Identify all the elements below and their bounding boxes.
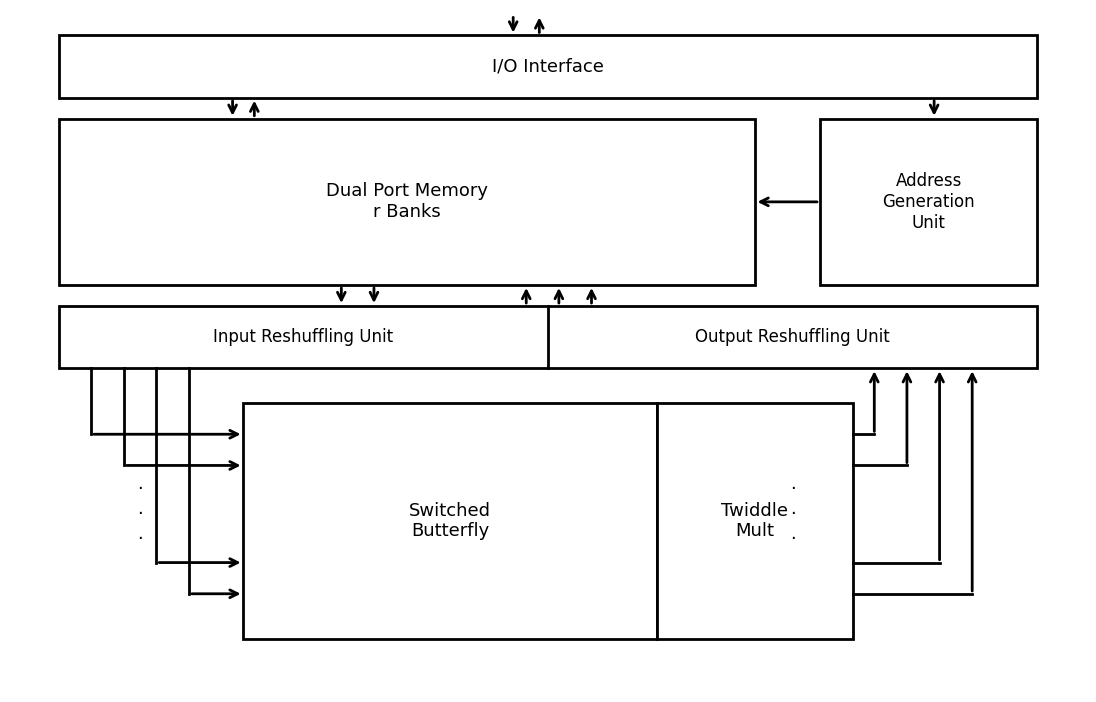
Bar (820, 119, 1038, 285)
Text: ·
·
·: · · · (790, 480, 796, 548)
Bar (58, 306, 1038, 369)
Text: I/O Interface: I/O Interface (492, 58, 604, 76)
Bar (243, 403, 657, 639)
Bar (657, 403, 853, 639)
Text: Twiddle
Mult: Twiddle Mult (721, 501, 788, 541)
Text: Input Reshuffling Unit: Input Reshuffling Unit (214, 328, 393, 346)
Bar (58, 35, 1038, 98)
Text: Switched
Butterfly: Switched Butterfly (409, 501, 491, 541)
Text: Output Reshuffling Unit: Output Reshuffling Unit (695, 328, 890, 346)
Text: Address
Generation
Unit: Address Generation Unit (882, 172, 975, 232)
Bar (58, 119, 755, 285)
Text: ·
·
·: · · · (137, 480, 142, 548)
Text: Dual Port Memory
r Banks: Dual Port Memory r Banks (326, 183, 488, 221)
